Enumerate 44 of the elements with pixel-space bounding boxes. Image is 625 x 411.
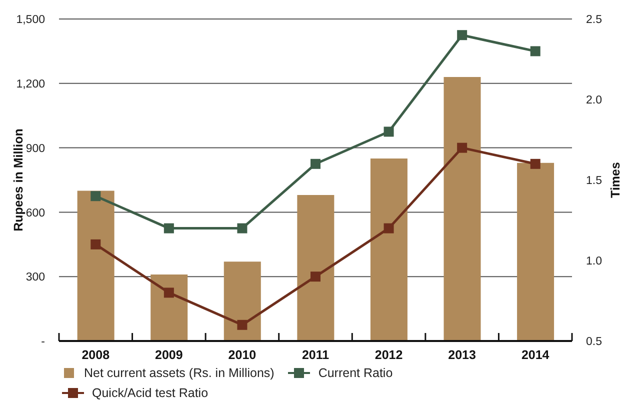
point: [384, 223, 394, 234]
bar: [297, 195, 334, 341]
bar: [77, 190, 114, 341]
legend-label: Quick/Acid test Ratio: [92, 386, 208, 400]
y2-tick-label: 2.5: [586, 14, 602, 26]
point: [164, 223, 174, 234]
y-tick-label: 1,200: [16, 78, 45, 90]
y2-tick-label: 0.5: [586, 336, 602, 348]
bar: [224, 262, 261, 341]
x-tick-label: 2013: [448, 348, 476, 362]
y2-axis-title: Times: [608, 162, 622, 198]
point: [457, 30, 468, 40]
y-tick-label: 600: [26, 207, 45, 220]
x-tick-label: 2011: [302, 348, 330, 362]
legend-label: Current Ratio: [318, 366, 393, 380]
bar: [150, 274, 188, 341]
y-tick-label: -: [41, 336, 46, 348]
x-tick-label: 2009: [155, 348, 183, 362]
bar: [444, 76, 481, 341]
y-tick-label: 1,500: [16, 14, 45, 26]
point: [237, 320, 248, 330]
point: [530, 158, 540, 169]
point: [90, 191, 101, 202]
point: [384, 126, 394, 137]
point: [530, 46, 540, 56]
legend-label: Net current assets (Rs. in Millions): [84, 366, 274, 380]
x-tick-label: 2008: [82, 348, 110, 362]
y2-tick-label: 1.0: [586, 256, 602, 268]
y2-tick-label: 2.0: [586, 94, 602, 107]
bar: [517, 162, 554, 341]
point: [237, 223, 248, 234]
x-tick-label: 2010: [228, 348, 256, 362]
y-tick-label: 300: [26, 272, 45, 284]
y2-tick-label: 1.5: [586, 175, 602, 188]
bar: [370, 158, 408, 341]
point: [310, 158, 320, 169]
point: [90, 239, 101, 250]
y-tick-label: 900: [26, 142, 45, 155]
point: [164, 288, 174, 298]
point: [457, 142, 468, 153]
point: [310, 272, 320, 282]
x-tick-label: 2014: [521, 348, 550, 362]
x-tick-label: 2012: [374, 348, 403, 362]
y-axis-title: Rupees in Million: [11, 128, 26, 232]
